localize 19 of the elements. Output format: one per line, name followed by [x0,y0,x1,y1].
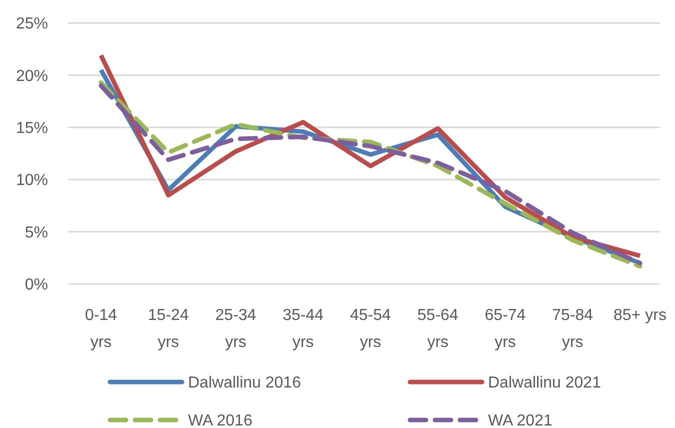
x-tick-label: 35-44 yrs [282,307,324,351]
legend-label: WA 2016 [188,412,252,428]
y-tick-label: 0% [24,276,48,294]
x-tick-label: 85+ yrs [614,307,666,324]
x-tick-label: 15-24 yrs [148,307,189,351]
x-tick-label: 25-34 yrs [215,307,256,351]
legend-label: Dalwallinu 2021 [488,374,602,392]
legend-label: Dalwallinu 2016 [188,374,302,392]
x-tick-label: 65-74 yrs [484,307,526,351]
x-tick-label: 0-14 yrs [84,307,118,351]
x-tick-label: 55-64 yrs [417,307,458,351]
y-tick-label: 15% [16,120,48,137]
y-tick-label: 25% [16,16,48,33]
y-tick-label: 20% [16,68,48,85]
x-tick-label: 75-84 yrs [552,307,594,351]
legend-label: WA 2021 [488,412,552,428]
y-tick-label: 5% [24,224,48,242]
x-tick-label: 45-54 yrs [350,307,392,351]
y-tick-label: 10% [16,172,48,190]
